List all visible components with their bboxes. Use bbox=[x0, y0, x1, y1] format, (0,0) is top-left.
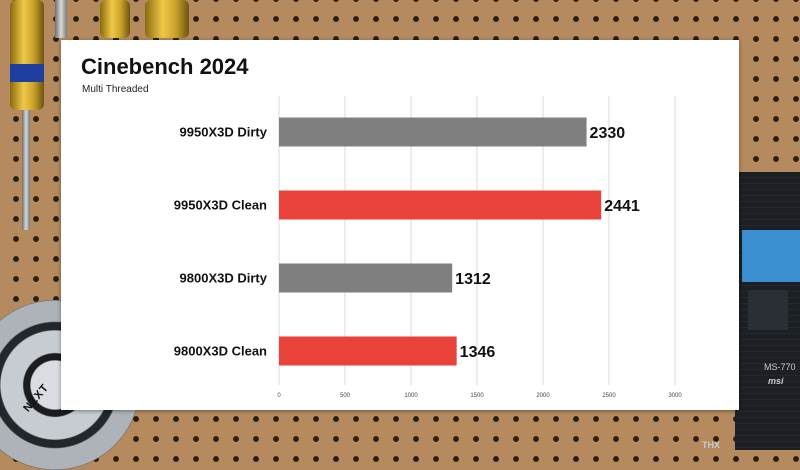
board-badge-label: THX bbox=[702, 440, 720, 450]
board-model-label: MS-770 bbox=[764, 362, 796, 372]
board-brand-label: msi bbox=[768, 376, 784, 386]
x-tick-label: 1500 bbox=[470, 393, 484, 399]
screwdriver-handle bbox=[10, 0, 44, 110]
chart-title: Cinebench 2024 bbox=[81, 54, 249, 79]
data-label: 2441 bbox=[604, 198, 640, 215]
x-tick-label: 500 bbox=[340, 393, 351, 399]
data-label: 2330 bbox=[590, 125, 626, 142]
bar bbox=[279, 263, 453, 293]
data-label: 1346 bbox=[460, 344, 496, 361]
bar bbox=[279, 117, 587, 147]
category-label: 9950X3D Dirty bbox=[180, 125, 268, 140]
x-tick-label: 2000 bbox=[536, 393, 550, 399]
bar bbox=[279, 336, 457, 366]
category-label: 9950X3D Clean bbox=[174, 198, 267, 213]
x-tick-label: 2500 bbox=[602, 393, 616, 399]
screwdriver-band bbox=[10, 64, 44, 82]
tool-handle-top bbox=[145, 0, 189, 38]
category-label: 9800X3D Dirty bbox=[180, 271, 268, 286]
screwdriver-shaft bbox=[22, 110, 30, 230]
tool-handle-top-right bbox=[100, 0, 130, 38]
dimm-slot-blue bbox=[742, 230, 800, 282]
tool-shaft-top bbox=[55, 0, 67, 38]
x-tick-label: 0 bbox=[277, 393, 281, 399]
x-tick-label: 1000 bbox=[404, 393, 418, 399]
category-label: 9800X3D Clean bbox=[174, 344, 267, 359]
x-tick-label: 3000 bbox=[668, 393, 682, 399]
bar bbox=[279, 190, 602, 220]
chart-subtitle: Multi Threaded bbox=[82, 84, 149, 95]
chart-card: Cinebench 2024 Multi Threaded 0 500 1000 15… bbox=[61, 40, 739, 410]
data-label: 1312 bbox=[455, 271, 491, 288]
dimm-slot-dark bbox=[748, 290, 788, 330]
bar-chart: 0 500 1000 1500 2000 2500 3000 9950X3D Dirty 233… bbox=[174, 96, 682, 399]
